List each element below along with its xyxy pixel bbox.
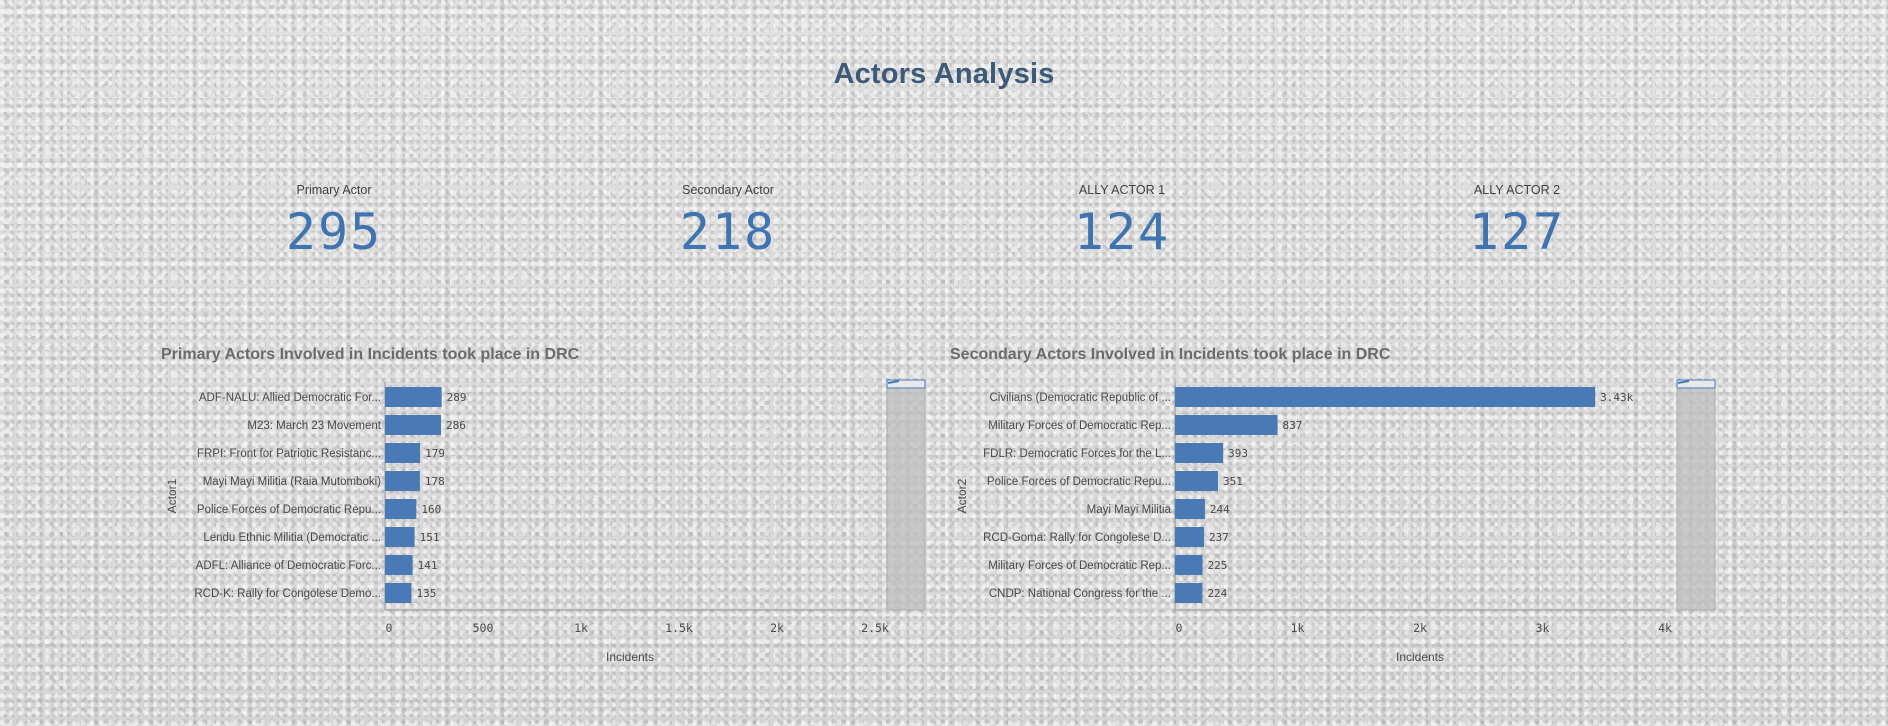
kpi-value: 124 — [1073, 203, 1171, 261]
primary-category-label: ADFL: Alliance of Democratic Forc... — [196, 560, 381, 572]
primary-bar[interactable] — [385, 583, 412, 603]
secondary-category-label: Police Forces of Democratic Repu... — [987, 476, 1171, 488]
secondary-category-label: Civilians (Democratic Republic of ... — [989, 392, 1171, 404]
secondary-x-tick-label: 0 — [1176, 621, 1183, 635]
secondary-x-tick-label: 1k — [1291, 621, 1305, 635]
kpi-primary-actor: Primary Actor 295 — [184, 183, 484, 261]
primary-bar[interactable] — [385, 415, 442, 435]
primary-value-label: 135 — [416, 587, 436, 600]
secondary-bar[interactable] — [1175, 583, 1203, 603]
secondary-value-label: 244 — [1210, 503, 1230, 516]
secondary-value-label: 393 — [1228, 447, 1248, 460]
kpi-label: ALLY ACTOR 1 — [1078, 183, 1166, 197]
secondary-x-tick-label: 2k — [1413, 621, 1427, 635]
primary-category-label: Police Forces of Democratic Repu... — [197, 504, 381, 516]
secondary-scrollbar-track[interactable] — [1676, 379, 1716, 611]
primary-value-label: 160 — [421, 503, 441, 516]
secondary-bar[interactable] — [1175, 499, 1205, 519]
secondary-category-label: Military Forces of Democratic Rep... — [988, 420, 1171, 432]
kpi-secondary-actor: Secondary Actor 218 — [578, 183, 878, 261]
secondary-category-label: Military Forces of Democratic Rep... — [988, 560, 1171, 572]
secondary-scrollbar-thumb[interactable] — [1676, 379, 1716, 389]
secondary-category-label: CNDP: National Congress for the ... — [989, 588, 1171, 600]
secondary-value-label: 224 — [1207, 587, 1227, 600]
kpi-ally-actor-2: ALLY ACTOR 2 127 — [1367, 183, 1667, 261]
primary-bar[interactable] — [385, 443, 421, 463]
primary-x-tick-label: 1.5k — [665, 621, 693, 635]
secondary-value-label: 351 — [1223, 475, 1243, 488]
secondary-bar[interactable] — [1175, 555, 1203, 575]
primary-value-label: 289 — [447, 391, 467, 404]
primary-y-axis-title: Actor1 — [165, 478, 179, 513]
primary-scrollbar-thumb[interactable] — [886, 379, 926, 389]
secondary-x-tick-label: 4k — [1658, 621, 1672, 635]
primary-category-label: Mayi Mayi Militia (Raia Mutomboki) — [203, 476, 381, 488]
kpi-label: ALLY ACTOR 2 — [1473, 183, 1561, 197]
secondary-bar[interactable] — [1175, 415, 1278, 435]
primary-value-label: 178 — [425, 475, 445, 488]
primary-bar[interactable] — [385, 499, 417, 519]
secondary-actors-bar-chart: Civilians (Democratic Republic of ... 3.4… — [955, 379, 1716, 664]
primary-bar[interactable] — [385, 387, 442, 407]
secondary-scrollbar-mini-bar — [1677, 380, 1690, 384]
kpi-ally-actor-1: ALLY ACTOR 1 124 — [972, 183, 1272, 261]
primary-scrollbar-mini-bar — [887, 380, 900, 384]
primary-category-label: FRPI: Front for Patriotic Resistanc... — [197, 448, 381, 460]
secondary-value-label: 837 — [1283, 419, 1303, 432]
kpi-label: Secondary Actor — [682, 183, 774, 197]
secondary-category-label: Mayi Mayi Militia — [1087, 504, 1172, 516]
primary-bar[interactable] — [385, 471, 420, 491]
primary-category-label: M23: March 23 Movement — [247, 420, 381, 432]
primary-value-label: 141 — [418, 559, 438, 572]
kpi-label: Primary Actor — [296, 183, 372, 197]
secondary-value-label: 237 — [1209, 531, 1229, 544]
primary-category-label: Lendu Ethnic Militia (Democratic ... — [203, 532, 381, 544]
primary-category-label: ADF-NALU: Allied Democratic For... — [199, 392, 381, 404]
secondary-value-label: 3.43k — [1600, 391, 1633, 404]
primary-x-tick-label: 2k — [770, 621, 784, 635]
secondary-chart-title: Secondary Actors Involved in Incidents t… — [950, 346, 1391, 363]
kpi-value: 218 — [679, 203, 777, 261]
primary-value-label: 151 — [420, 531, 440, 544]
secondary-bar[interactable] — [1175, 387, 1596, 407]
secondary-x-tick-label: 3k — [1536, 621, 1550, 635]
primary-x-tick-label: 1k — [574, 621, 588, 635]
secondary-value-label: 225 — [1208, 559, 1228, 572]
secondary-x-axis-title: Incidents — [1396, 650, 1444, 664]
page-title: Actors Analysis — [833, 58, 1055, 90]
secondary-bar[interactable] — [1175, 471, 1218, 491]
primary-category-label: RCD-K: Rally for Congolese Demo... — [194, 588, 381, 600]
secondary-category-label: RCD-Goma: Rally for Congolese D... — [983, 532, 1171, 544]
primary-scrollbar-track[interactable] — [886, 379, 926, 611]
primary-x-axis-title: Incidents — [606, 650, 654, 664]
secondary-bar[interactable] — [1175, 527, 1205, 547]
secondary-category-label: FDLR: Democratic Forces for the L... — [983, 448, 1171, 460]
secondary-bar[interactable] — [1175, 443, 1224, 463]
primary-bar[interactable] — [385, 555, 413, 575]
primary-x-tick-label: 500 — [473, 621, 494, 635]
primary-value-label: 286 — [446, 419, 466, 432]
primary-x-tick-label: 0 — [386, 621, 393, 635]
primary-chart-title: Primary Actors Involved in Incidents too… — [161, 346, 580, 363]
primary-bar[interactable] — [385, 527, 415, 547]
kpi-value: 127 — [1468, 203, 1566, 261]
primary-value-label: 179 — [425, 447, 445, 460]
secondary-y-axis-title: Actor2 — [955, 478, 969, 513]
kpi-value: 295 — [285, 203, 383, 261]
primary-x-tick-label: 2.5k — [861, 621, 889, 635]
primary-actors-bar-chart: ADF-NALU: Allied Democratic For... 289 M23… — [165, 379, 926, 664]
